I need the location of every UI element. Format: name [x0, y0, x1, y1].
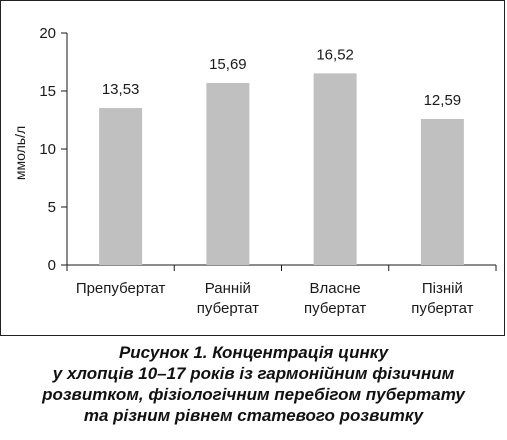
y-tick-label: 10 — [39, 141, 56, 158]
figure-caption: Рисунок 1. Концентрація цинку у хлопців … — [0, 342, 507, 426]
bar-chart: 0 5 10 15 20 ммоль/л 13,53 Препубертат 15,69 Ранн… — [12, 25, 497, 317]
y-tick-label: 20 — [39, 25, 56, 42]
bar-value-label: 16,52 — [316, 46, 354, 63]
bar — [313, 73, 357, 265]
x-category-label: Препубертат — [76, 280, 166, 297]
chart-bars — [99, 73, 464, 266]
bar-value-label: 15,69 — [209, 56, 247, 73]
y-tick-label: 0 — [48, 257, 56, 274]
bar-value-label: 12,59 — [424, 92, 462, 109]
bar — [206, 82, 250, 265]
figure-frame: 0 5 10 15 20 ммоль/л 13,53 Препубертат 15,69 Ранн… — [0, 0, 505, 336]
x-category-label: Пізній — [422, 280, 463, 297]
x-category-label: пубертат — [304, 300, 366, 317]
bar — [420, 118, 464, 266]
caption-line-4: та різним рівнем статевого розвитку — [83, 406, 424, 425]
x-category-label: пубертат — [411, 300, 473, 317]
bar — [99, 108, 143, 265]
y-axis-label: ммоль/л — [12, 126, 28, 180]
x-category-label: пубертат — [197, 300, 259, 317]
bar-value-label: 13,53 — [102, 81, 140, 98]
x-category-label: Ранній — [205, 280, 251, 297]
chart-labels: 0 5 10 15 20 ммоль/л 13,53 Препубертат 15,69 Ранн… — [12, 25, 474, 317]
x-category-label: Власне — [310, 280, 361, 297]
y-tick-label: 15 — [39, 83, 56, 100]
y-tick-label: 5 — [48, 199, 56, 216]
caption-line-1: Рисунок 1. Концентрація цинку — [118, 343, 389, 362]
caption-line-3: розвитком, фізіологічним перебігом пубер… — [42, 385, 465, 404]
caption-line-2: у хлопців 10–17 років із гармонійним фіз… — [52, 364, 455, 383]
